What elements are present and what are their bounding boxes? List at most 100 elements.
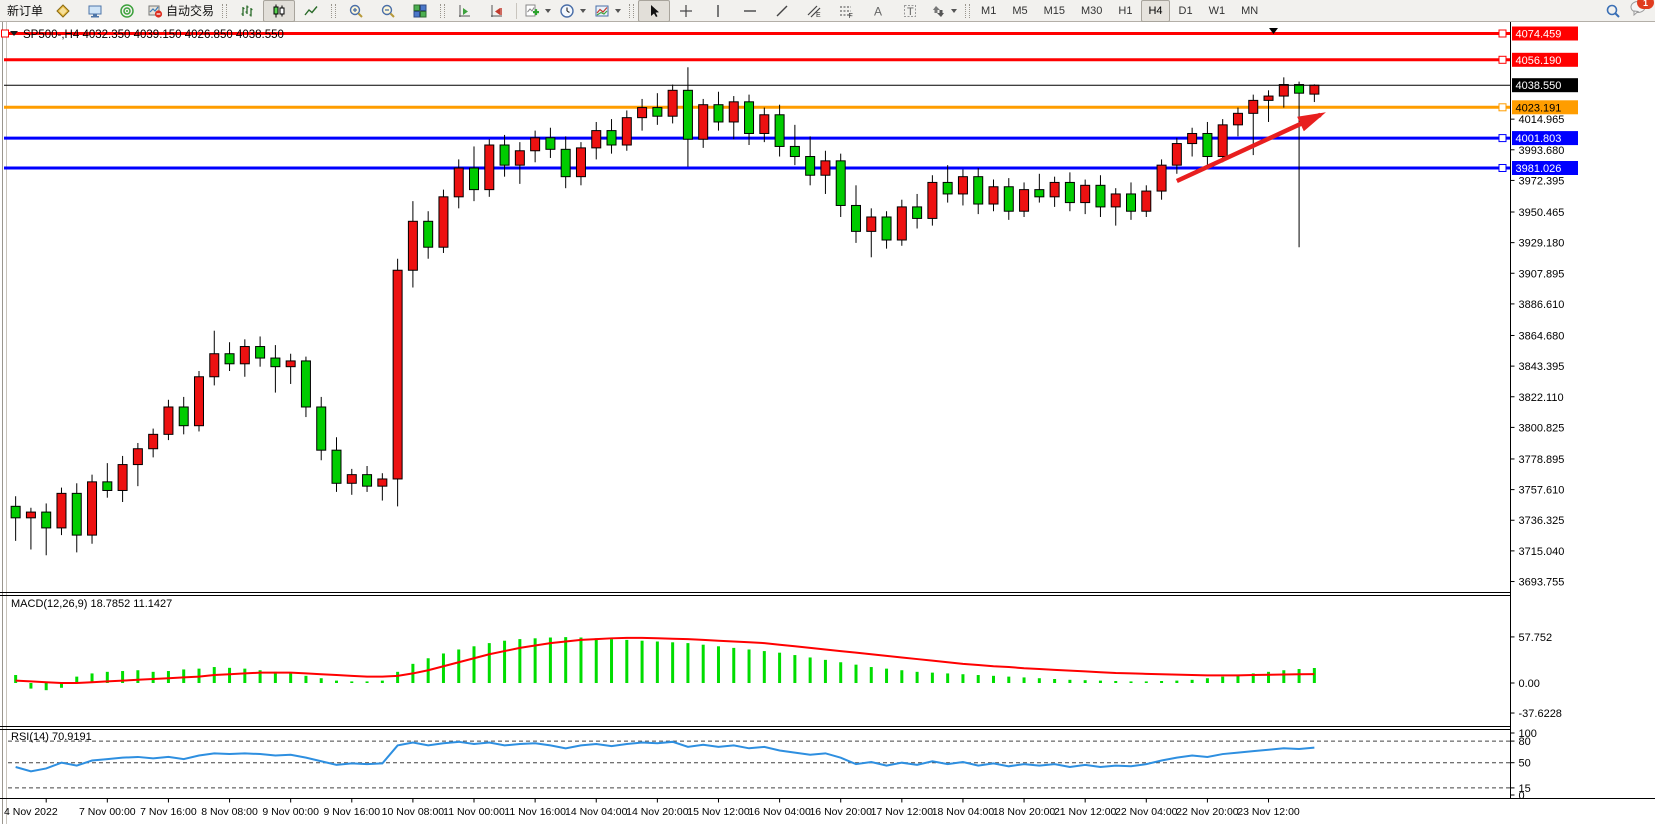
zoom-in-button[interactable]	[340, 0, 372, 22]
add-indicator-button[interactable]	[520, 0, 555, 22]
timeframe-toolbar: M1 M5 M15 M30 H1 H4 D1 W1 MN	[974, 0, 1265, 22]
candlestick-chart-icon	[273, 4, 285, 17]
vertical-line-tool-button[interactable]	[702, 0, 734, 22]
period-button[interactable]	[555, 0, 590, 22]
price-badge	[1512, 52, 1578, 67]
hline-handle[interactable]	[1, 29, 9, 38]
strategy-tester-button[interactable]	[111, 0, 143, 22]
candle-body	[1034, 189, 1045, 198]
hline-handle[interactable]	[1498, 134, 1507, 143]
time-tick-label: 15 Nov 12:00	[687, 806, 750, 818]
time-tick-label: 18 Nov 20:00	[993, 806, 1056, 818]
line-chart-mode-button[interactable]	[295, 0, 327, 22]
fibonacci-icon: F	[840, 6, 853, 19]
candle-body	[102, 481, 113, 491]
candle-chart-mode-button[interactable]	[263, 0, 296, 22]
timeframe-button-M5[interactable]: M5	[1012, 4, 1028, 17]
timeframe-button-H1[interactable]: H1	[1118, 4, 1133, 17]
time-tick-label: 14 Nov 04:00	[565, 806, 628, 818]
toolbar-grip	[440, 3, 446, 18]
candle-body	[1171, 143, 1182, 166]
candle-body	[1187, 132, 1198, 145]
tile-windows-button[interactable]	[404, 0, 436, 22]
candle-body	[957, 176, 968, 195]
time-axis[interactable]: 4 Nov 2022 7 Nov 00:00 7 Nov 16:00 8 Nov 08…	[0, 798, 1655, 819]
hline-handle[interactable]	[1498, 29, 1507, 38]
candle-body	[514, 150, 525, 166]
trend-arrow-head	[1297, 112, 1326, 132]
one-click-trading-arrow[interactable]	[10, 31, 18, 36]
fibonacci-tool-button[interactable]: F	[830, 0, 862, 22]
candle-body	[805, 156, 816, 176]
indicator-window-next-button[interactable]	[449, 0, 481, 22]
cursor-icon	[651, 4, 660, 17]
bar-chart-mode-button[interactable]	[231, 0, 263, 22]
channel-tool-button[interactable]: E	[798, 0, 830, 22]
text-label-tool-button[interactable]: T	[894, 0, 926, 22]
chart-background	[0, 22, 1655, 824]
terminal-button[interactable]	[79, 0, 111, 22]
candle-body	[1080, 184, 1091, 204]
candle-body	[1202, 132, 1213, 158]
price-badge	[1512, 160, 1578, 175]
shapes-tool-button[interactable]	[926, 0, 961, 22]
price-badge	[1512, 26, 1578, 41]
vertical-line-icon	[717, 4, 719, 17]
time-tick-label: 16 Nov 20:00	[809, 806, 872, 818]
market-watch-button[interactable]	[47, 0, 79, 22]
timeframe-button-M1[interactable]: M1	[981, 4, 997, 17]
dropdown-caret	[545, 8, 552, 13]
price-tick-label: 3822.110	[1519, 392, 1564, 404]
candle-body	[1019, 189, 1030, 212]
timeframe-button-M15[interactable]: M15	[1043, 4, 1065, 17]
candle-body	[148, 433, 159, 450]
cursor-tool-button[interactable]	[638, 0, 671, 22]
candle-body	[87, 481, 98, 536]
candle-body	[667, 89, 678, 117]
hline-handle[interactable]	[1498, 163, 1507, 172]
trend-arrow-annotation[interactable]	[1175, 112, 1326, 184]
time-tick-label: 11 Nov 16:00	[504, 806, 566, 818]
hline-handle[interactable]	[1498, 55, 1507, 64]
zoom-out-button[interactable]	[372, 0, 404, 22]
timeframe-button-MN[interactable]: MN	[1241, 4, 1259, 17]
candle-body	[1064, 181, 1075, 204]
timeframe-button-W1[interactable]: W1	[1208, 4, 1226, 17]
timeframe-button-D1[interactable]: D1	[1178, 4, 1193, 17]
crosshair-tool-button[interactable]	[670, 0, 702, 22]
timeframe-button-H4[interactable]: H4	[1141, 0, 1170, 22]
trendline-tool-button[interactable]	[766, 0, 798, 22]
candle-body	[362, 474, 373, 487]
time-tick-label: 16 Nov 04:00	[748, 806, 811, 818]
strategy-tester-icon	[120, 3, 134, 18]
search-icon[interactable]	[1605, 3, 1621, 19]
price-axis[interactable]: 4014.965 3993.680 3972.395 3950.465 3929.180…	[1510, 22, 1655, 802]
auto-trading-icon	[148, 5, 163, 18]
indicator-window-prev-button[interactable]	[481, 0, 513, 22]
rsi-tick-label: 0	[1519, 790, 1525, 802]
new-order-button[interactable]: 新订单	[3, 0, 47, 22]
chart-shift-marker[interactable]	[1269, 28, 1278, 34]
zoom-in-icon	[349, 4, 363, 18]
candle-body	[866, 216, 877, 232]
candle-body	[1126, 193, 1137, 212]
price-tick-label: 3693.755	[1519, 577, 1565, 589]
candle-body	[469, 167, 480, 191]
candle-body	[973, 176, 984, 205]
candle-body	[728, 101, 739, 123]
price-tick-label: 3864.680	[1519, 330, 1565, 342]
hline-handle[interactable]	[1498, 103, 1507, 112]
auto-trading-button[interactable]: 自动交易	[143, 0, 218, 22]
time-tick-label: 7 Nov 16:00	[140, 806, 197, 818]
chart-canvas[interactable]: SP500-,H4 4032.350 4039.150 4026.850 403…	[0, 22, 1655, 824]
timeframe-button-M30[interactable]: M30	[1081, 4, 1103, 17]
candle-body	[300, 360, 311, 408]
text-tool-button[interactable]: A	[862, 0, 894, 22]
notifications-button[interactable]: 1	[1629, 0, 1654, 21]
horizontal-line-tool-button[interactable]	[734, 0, 766, 22]
template-button[interactable]	[590, 0, 625, 22]
rsi-tick-label: 100	[1519, 728, 1537, 740]
candle-body	[438, 196, 449, 248]
price-badge-label: 4056.190	[1516, 55, 1562, 67]
